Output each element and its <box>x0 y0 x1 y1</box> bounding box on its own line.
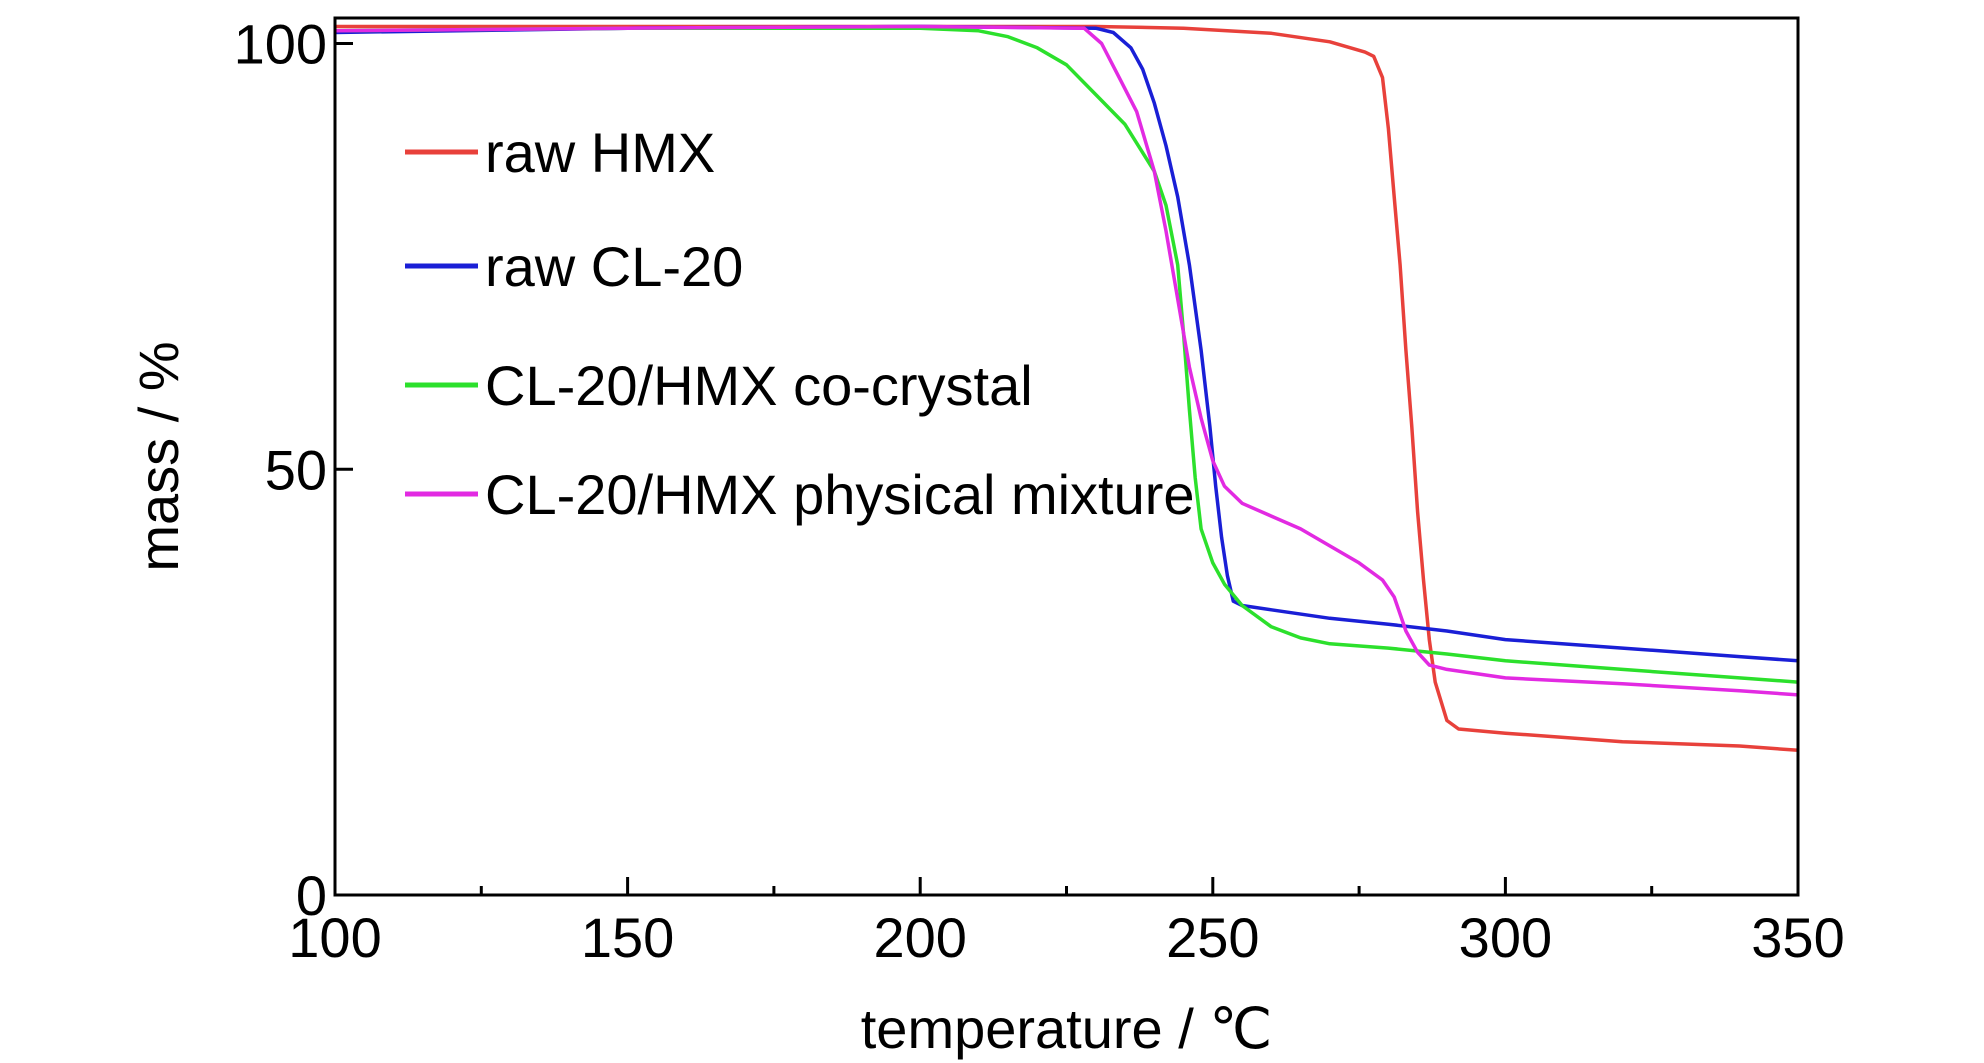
x-tick-label: 150 <box>581 906 674 969</box>
legend-label-0: raw HMX <box>485 121 715 184</box>
x-tick-label: 250 <box>1166 906 1259 969</box>
legend: raw HMX raw CL-20 CL-20/HMX co-crystal CL-2… <box>405 121 1195 526</box>
legend-label-2: CL-20/HMX co-crystal <box>485 354 1033 417</box>
series-lines <box>334 24 1799 753</box>
x-tick-label: 350 <box>1751 906 1844 969</box>
y-tick-label: 50 <box>265 438 327 501</box>
legend-label-3: CL-20/HMX physical mixture <box>485 463 1195 526</box>
series-line-0 <box>335 24 1799 753</box>
series-line-3 <box>334 24 1799 697</box>
legend-label-1: raw CL-20 <box>485 235 743 298</box>
y-tick-label: 100 <box>234 13 327 76</box>
x-tick-label: 200 <box>873 906 966 969</box>
x-tick-label: 100 <box>288 906 381 969</box>
axis-ticks: 100 150 200 250 300 350 0 50 100 <box>234 13 1845 969</box>
y-tick-label: 0 <box>296 864 327 927</box>
y-axis-title: mass / % <box>127 341 190 571</box>
x-axis-title: temperature / ℃ <box>861 997 1273 1060</box>
x-tick-label: 300 <box>1459 906 1552 969</box>
